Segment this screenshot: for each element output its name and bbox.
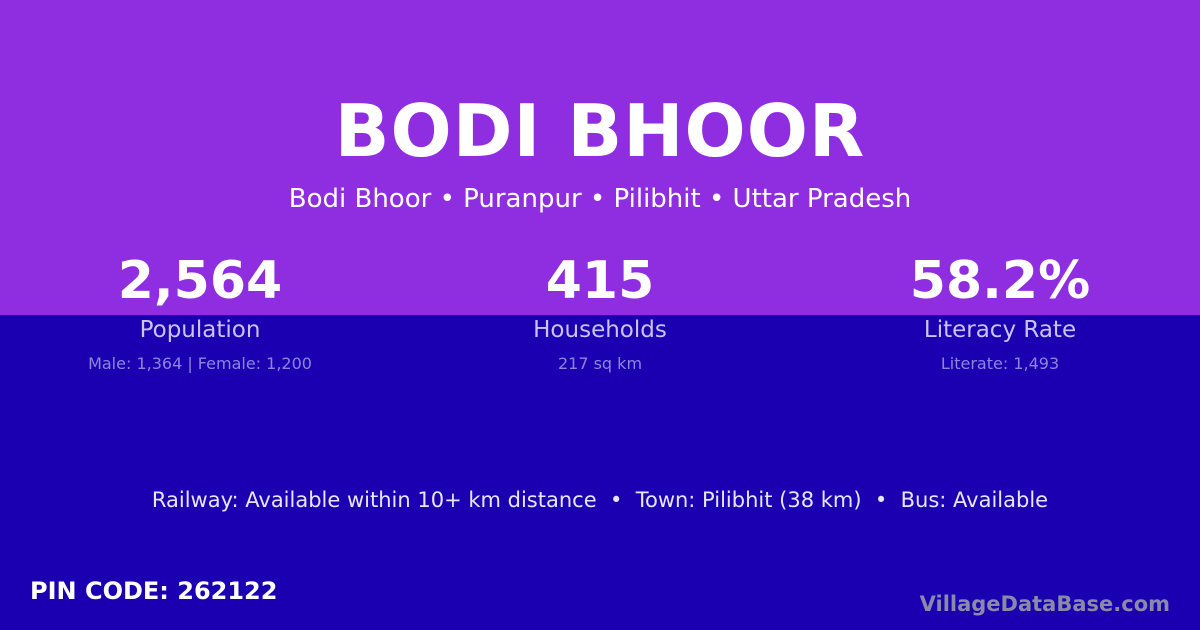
stat-value: 58.2% — [909, 251, 1091, 311]
stat-detail: Male: 1,364 | Female: 1,200 — [88, 354, 312, 373]
stat-value: 2,564 — [117, 251, 283, 311]
stat-label: Population — [139, 317, 261, 343]
header-band — [0, 0, 1200, 315]
stat-label: Literacy Rate — [923, 317, 1077, 343]
stat-label: Households — [533, 317, 667, 343]
location-breadcrumb: Bodi Bhoor • Puranpur • Pilibhit • Uttar… — [288, 184, 912, 214]
pin-code: PIN CODE: 262122 — [30, 577, 278, 605]
transport-info: Railway: Available within 10+ km distanc… — [151, 488, 1049, 512]
stat-value: 415 — [545, 251, 655, 311]
stat-detail: Literate: 1,493 — [940, 354, 1060, 373]
stat-detail: 217 sq km — [557, 354, 643, 373]
village-title: BODI BHOOR — [334, 89, 866, 173]
brand-watermark: VillageDataBase.com — [919, 592, 1170, 616]
stats-band — [0, 315, 1200, 630]
